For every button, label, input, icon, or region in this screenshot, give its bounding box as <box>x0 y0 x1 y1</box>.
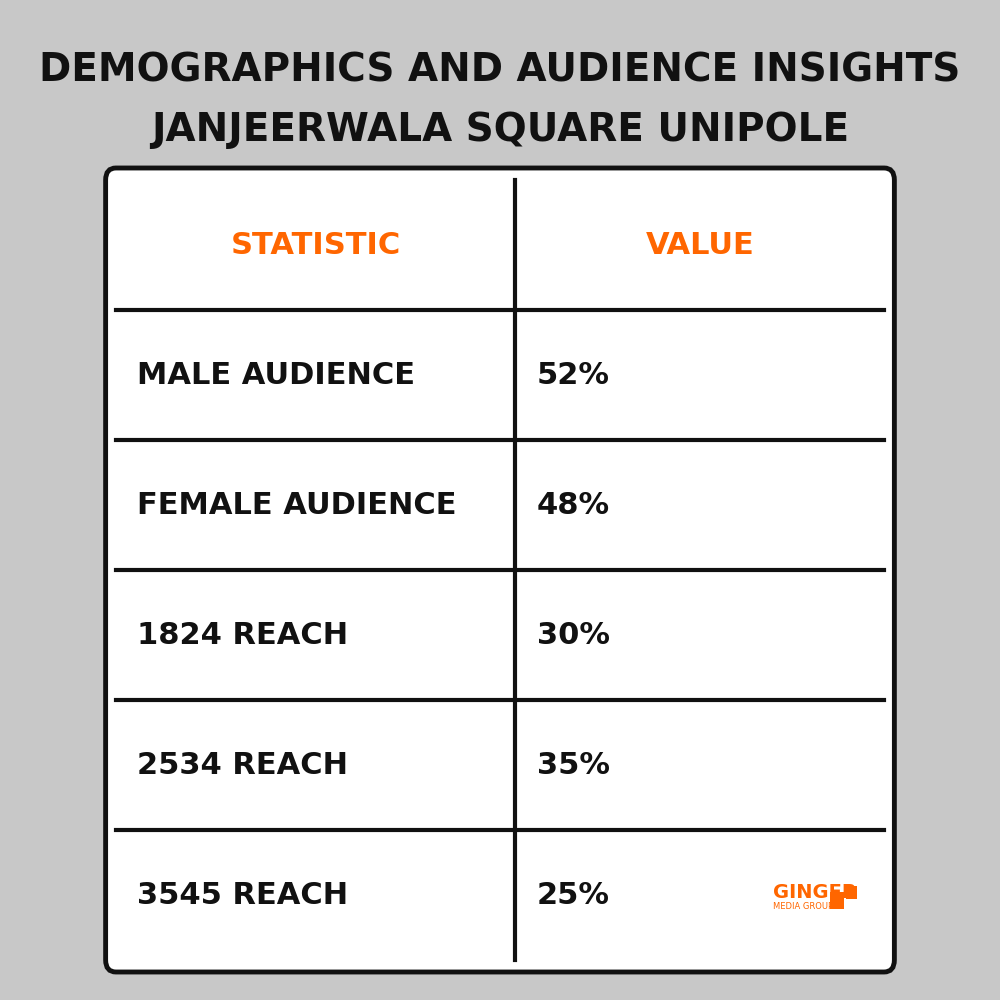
Text: 35%: 35% <box>537 750 610 780</box>
FancyBboxPatch shape <box>830 892 844 909</box>
Text: 2534 REACH: 2534 REACH <box>137 750 348 780</box>
Text: STATISTIC: STATISTIC <box>230 231 401 259</box>
Text: MALE AUDIENCE: MALE AUDIENCE <box>137 360 415 389</box>
Text: JANJEERWALA SQUARE UNIPOLE: JANJEERWALA SQUARE UNIPOLE <box>151 111 849 149</box>
Text: MEDIA GROUP: MEDIA GROUP <box>773 902 833 911</box>
Text: 52%: 52% <box>537 360 610 389</box>
FancyBboxPatch shape <box>846 886 857 899</box>
Text: DEMOGRAPHICS AND AUDIENCE INSIGHTS: DEMOGRAPHICS AND AUDIENCE INSIGHTS <box>39 51 961 89</box>
Text: FEMALE AUDIENCE: FEMALE AUDIENCE <box>137 490 457 519</box>
FancyBboxPatch shape <box>106 168 894 972</box>
Text: VALUE: VALUE <box>645 231 754 259</box>
Text: 30%: 30% <box>537 620 610 650</box>
Text: 3545 REACH: 3545 REACH <box>137 880 348 910</box>
Text: GINGER: GINGER <box>773 883 857 902</box>
Text: 1824 REACH: 1824 REACH <box>137 620 348 650</box>
Text: 25%: 25% <box>537 880 610 910</box>
Text: 48%: 48% <box>537 490 610 519</box>
